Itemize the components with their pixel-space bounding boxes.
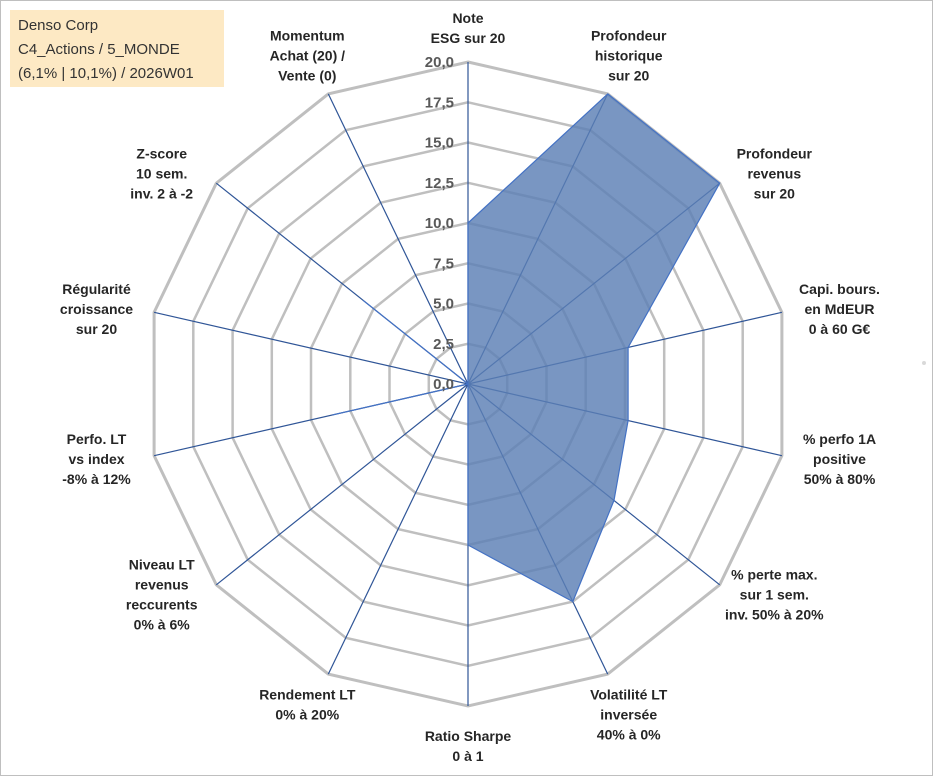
axis-label-line: 0 à 60 G€ [809, 321, 871, 337]
tick-label: 10,0 [425, 215, 454, 232]
axis-label-line: sur 1 sem. [740, 587, 809, 603]
resize-handle [922, 361, 926, 365]
axis-label-line: inv. 50% à 20% [725, 607, 824, 623]
axis-labels: Note ESG sur 20 Profondeur historique sur 20… [60, 10, 880, 764]
axis-label-5: % perte max. sur 1 sem. inv. 50% à 20% [725, 567, 824, 623]
axis-label-6: Volatilité LT inversée 40% à 0% [590, 687, 668, 743]
tick-label: 7,5 [433, 255, 454, 272]
axis-label-2: Profondeur revenus sur 20 [737, 145, 813, 201]
axis-label-line: revenus [747, 165, 801, 181]
axis-label-line: 0% à 6% [134, 617, 191, 633]
axis-label-13: Momentum Achat (20) / Vente (0) [270, 28, 346, 84]
axis-label-10: Perfo. LT vs index -8% à 12% [62, 431, 131, 487]
axis-label-line: reccurents [126, 597, 198, 613]
tick-label: 20,0 [425, 54, 454, 71]
axis-label-line: en MdEUR [805, 301, 875, 317]
axis-label-line: Profondeur [591, 28, 667, 44]
tick-label: 15,0 [425, 135, 454, 152]
axis-label-4: % perfo 1A positive 50% à 80% [803, 431, 876, 487]
axis-label-line: 10 sem. [136, 165, 187, 181]
spoke-13 [327, 93, 469, 385]
axis-label-line: 0 à 1 [452, 748, 483, 764]
axis-label-line: Régularité [62, 281, 131, 297]
axis-label-line: Capi. bours. [799, 281, 880, 297]
axis-label-line: positive [813, 451, 866, 467]
spoke-8 [327, 383, 469, 675]
axis-label-line: historique [595, 48, 663, 64]
tick-label: 0,0 [433, 376, 454, 393]
axis-label-line: Volatilité LT [590, 687, 668, 703]
axis-label-12: Z-score 10 sem. inv. 2 à -2 [130, 145, 193, 201]
tick-label: 17,5 [425, 94, 454, 111]
axis-label-line: Note [452, 10, 483, 26]
axis-label-3: Capi. bours. en MdEUR 0 à 60 G€ [799, 281, 880, 337]
radial-tick-labels: 0,0 2,5 5,0 7,5 10,0 12,5 15,0 17,5 20,0 [425, 54, 454, 393]
axis-label-line: 0% à 20% [275, 707, 339, 723]
axis-label-line: croissance [60, 301, 133, 317]
spoke-11 [153, 311, 469, 385]
axis-label-7: Ratio Sharpe 0 à 1 [425, 728, 512, 764]
axis-label-line: Profondeur [737, 145, 813, 161]
axis-label-line: Niveau LT [129, 557, 195, 573]
axis-label-8: Rendement LT 0% à 20% [259, 687, 356, 723]
spoke-9 [215, 383, 469, 586]
axis-label-line: 50% à 80% [804, 471, 876, 487]
portfolio-category: C4_Actions / 5_MONDE [18, 41, 180, 58]
tick-label: 5,0 [433, 296, 454, 313]
radar-series [332, 93, 721, 603]
axis-label-line: Vente (0) [278, 68, 336, 84]
series-area-0 [332, 93, 721, 603]
tick-label: 2,5 [433, 336, 454, 353]
axis-label-line: Achat (20) / [270, 48, 346, 64]
axis-label-line: revenus [135, 577, 189, 593]
axis-label-line: ESG sur 20 [431, 30, 506, 46]
axis-label-line: 40% à 0% [597, 727, 661, 743]
axis-label-line: sur 20 [608, 68, 649, 84]
axis-label-line: Rendement LT [259, 687, 356, 703]
axis-label-line: Momentum [270, 28, 345, 44]
axis-label-line: vs index [68, 451, 124, 467]
axis-label-line: inversée [600, 707, 657, 723]
axis-label-11: Régularité croissance sur 20 [60, 281, 133, 337]
performance-and-week: (6,1% | 10,1%) / 2026W01 [18, 65, 194, 82]
axis-label-9: Niveau LT revenus reccurents 0% à 6% [126, 557, 198, 633]
axis-label-line: sur 20 [76, 321, 117, 337]
axis-label-line: % perfo 1A [803, 431, 876, 447]
tick-label: 12,5 [425, 175, 454, 192]
axis-label-line: -8% à 12% [62, 471, 131, 487]
axis-label-line: sur 20 [754, 185, 795, 201]
company-name: Denso Corp [18, 17, 99, 34]
axis-label-line: Z-score [136, 145, 187, 161]
axis-label-line: % perte max. [731, 567, 817, 583]
axis-label-line: Perfo. LT [67, 431, 127, 447]
chart-title-box: Denso Corp C4_Actions / 5_MONDE (6,1% | … [10, 10, 224, 87]
axis-label-line: Ratio Sharpe [425, 728, 512, 744]
axis-label-1: Profondeur historique sur 20 [591, 28, 667, 84]
axis-label-0: Note ESG sur 20 [431, 10, 506, 46]
axis-label-line: inv. 2 à -2 [130, 185, 193, 201]
